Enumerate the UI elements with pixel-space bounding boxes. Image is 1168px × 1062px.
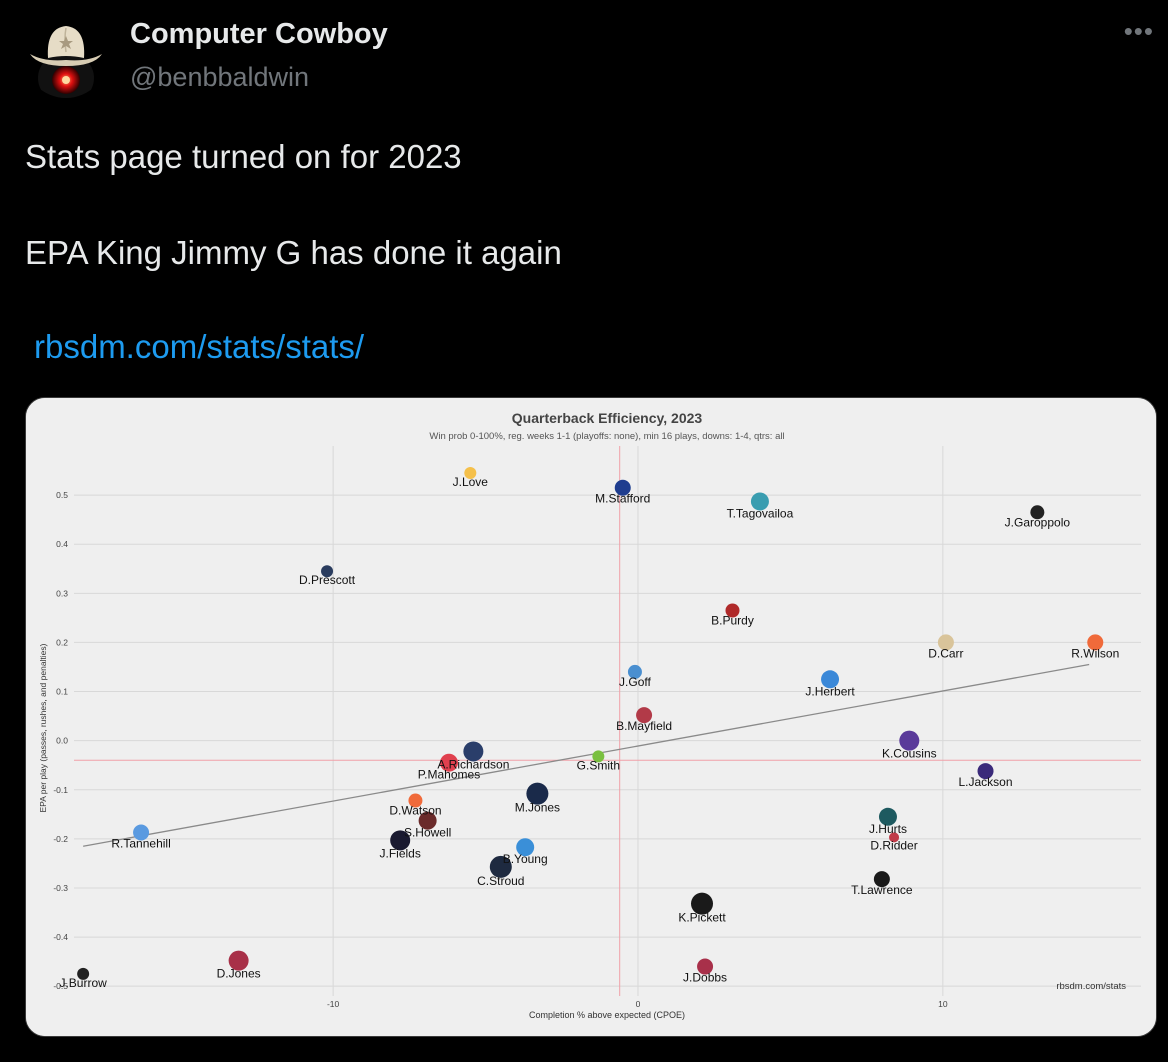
point-labels: J.Love M.Stafford T.Tagovailoa J.Garoppolo D… xyxy=(59,475,1119,990)
data-point xyxy=(821,670,840,689)
y-axis-ticks: 0.5 0.4 0.3 0.2 0.1 0.0 -0.1 -0.2 -0.3 -0.4 -0.5 xyxy=(53,490,68,991)
x-tick-label: 0 xyxy=(636,999,641,1009)
y-tick-label: -0.4 xyxy=(53,932,68,942)
chart-background xyxy=(26,398,1156,1036)
point-label: J.Garoppolo xyxy=(1005,515,1071,529)
y-tick-label: -0.2 xyxy=(53,834,68,844)
point-label: J.Fields xyxy=(380,846,421,860)
tweet-text-line-2: EPA King Jimmy G has done it again xyxy=(25,234,562,271)
point-label: C.Stroud xyxy=(477,874,524,888)
point-label: R.Tannehill xyxy=(111,836,170,850)
data-point xyxy=(878,807,897,826)
chart-title: Quarterback Efficiency, 2023 xyxy=(512,410,703,426)
data-point xyxy=(1087,634,1104,651)
y-tick-label: 0.3 xyxy=(56,588,68,598)
more-dots-icon[interactable]: ••• xyxy=(1123,16,1154,46)
point-label: D.Prescott xyxy=(299,573,356,587)
point-label: J.Hurts xyxy=(869,822,907,836)
point-label: K.Cousins xyxy=(882,747,937,761)
point-label: M.Stafford xyxy=(595,492,650,506)
avatar-cowboy-image xyxy=(24,14,108,98)
user-handle[interactable]: @benbbaldwin xyxy=(130,62,310,92)
data-point xyxy=(725,603,740,618)
data-point xyxy=(750,492,769,511)
data-point xyxy=(937,634,954,651)
point-label: L.Jackson xyxy=(959,775,1013,789)
chart-image-card[interactable]: Quarterback Efficiency, 2023 Win prob 0-… xyxy=(25,397,1157,1037)
y-tick-label: 0.4 xyxy=(56,539,68,549)
reference-lines xyxy=(74,446,1141,996)
point-label: D.Ridder xyxy=(870,838,917,852)
data-point xyxy=(439,753,458,772)
data-point xyxy=(592,750,605,763)
data-point xyxy=(889,832,900,843)
data-point xyxy=(489,855,512,878)
y-tick-label: 0.5 xyxy=(56,490,68,500)
avatar[interactable] xyxy=(24,14,108,98)
tweet-link[interactable]: rbsdm.com/stats/stats/ xyxy=(34,328,365,365)
data-point xyxy=(636,707,653,724)
data-point xyxy=(464,467,477,480)
data-point xyxy=(390,830,411,851)
data-point xyxy=(873,871,890,888)
point-label: J.Herbert xyxy=(805,684,855,698)
point-label: D.Watson xyxy=(389,804,441,818)
point-label: J.Goff xyxy=(619,675,651,689)
data-point xyxy=(627,664,642,679)
point-label: S.Howell xyxy=(404,826,451,840)
data-points xyxy=(77,467,1104,980)
display-name[interactable]: Computer Cowboy xyxy=(130,18,388,50)
point-label: B.Purdy xyxy=(711,614,754,628)
data-point xyxy=(418,811,437,830)
point-label: A.Richardson xyxy=(437,757,509,771)
data-point xyxy=(228,950,249,971)
y-tick-label: 0.2 xyxy=(56,637,68,647)
data-point xyxy=(977,763,994,780)
data-point xyxy=(463,741,484,762)
data-point xyxy=(77,967,90,980)
data-point xyxy=(321,565,334,578)
point-label: T.Tagovailoa xyxy=(727,506,794,520)
point-label: P.Mahomes xyxy=(418,768,480,782)
tweet-text-line-1: Stats page turned on for 2023 xyxy=(25,138,462,175)
data-point xyxy=(133,824,150,841)
point-label: B.Mayfield xyxy=(616,719,672,733)
x-tick-label: 10 xyxy=(938,999,948,1009)
point-label: D.Carr xyxy=(928,646,963,660)
data-point xyxy=(691,892,714,915)
y-tick-label: -0.5 xyxy=(53,981,68,991)
chart-subtitle: Win prob 0-100%, reg. weeks 1-1 (playoff… xyxy=(429,431,784,442)
data-point xyxy=(899,730,920,751)
point-label: R.Wilson xyxy=(1071,646,1119,660)
chart-grid xyxy=(74,446,1141,996)
y-tick-label: -0.3 xyxy=(53,883,68,893)
point-label: J.Burrow xyxy=(59,976,107,990)
y-tick-label: -0.1 xyxy=(53,785,68,795)
point-label: M.Jones xyxy=(515,801,560,815)
point-label: D.Jones xyxy=(217,967,261,981)
point-label: G.Smith xyxy=(577,758,620,772)
point-label: B.Young xyxy=(503,852,548,866)
point-label: T.Lawrence xyxy=(851,883,913,897)
data-point xyxy=(1030,505,1045,520)
point-label: K.Pickett xyxy=(678,911,726,925)
data-point xyxy=(516,838,535,857)
y-tick-label: 0.1 xyxy=(56,687,68,697)
data-point xyxy=(526,782,549,805)
data-point xyxy=(408,793,423,808)
y-axis-label: EPA per play (passes, rushes, and penalt… xyxy=(38,643,48,812)
x-axis-label: Completion % above expected (CPOE) xyxy=(529,1010,685,1020)
point-label: J.Dobbs xyxy=(683,971,727,985)
point-label: J.Love xyxy=(453,475,489,489)
x-axis-ticks: -10 0 10 xyxy=(327,999,948,1009)
chart-source: rbsdm.com/stats xyxy=(1056,981,1126,992)
data-point xyxy=(697,958,714,975)
x-tick-label: -10 xyxy=(327,999,340,1009)
y-tick-label: 0.0 xyxy=(56,736,68,746)
data-point xyxy=(614,479,631,496)
scatter-chart: Quarterback Efficiency, 2023 Win prob 0-… xyxy=(26,398,1156,1036)
trend-line xyxy=(83,663,1090,847)
